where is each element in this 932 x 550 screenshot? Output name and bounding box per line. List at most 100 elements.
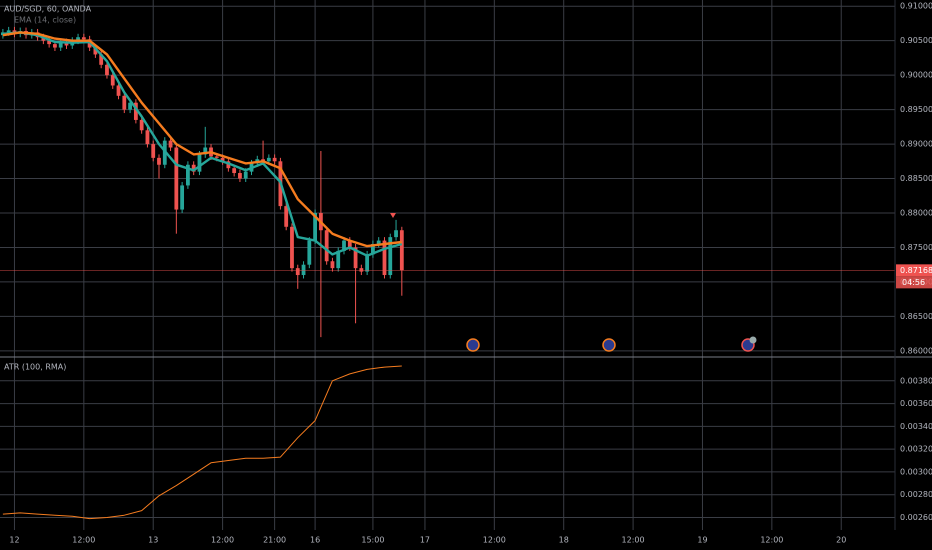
candle-body [81, 37, 86, 40]
y-tick-label: 0.90000 [900, 71, 932, 80]
candle-body [388, 237, 393, 276]
candle-body [53, 44, 57, 48]
candle-body [151, 144, 156, 158]
last-price-box [896, 264, 932, 277]
y-tick-label: 0.00320 [900, 445, 932, 454]
event-icons [466, 336, 757, 352]
candle-body [290, 226, 294, 269]
x-tick-label: 12 [9, 536, 19, 545]
indicator-line [2, 31, 402, 248]
y-tick-label: 0.91000 [900, 2, 932, 11]
candle-body [342, 240, 346, 251]
candle-body [382, 240, 387, 276]
x-tick-label: 21:00 [263, 536, 286, 545]
candle-body [376, 240, 381, 245]
candle-body [203, 147, 208, 155]
candle-body [330, 261, 335, 269]
x-tick-label: 12:00 [622, 536, 645, 545]
candle-body [58, 42, 63, 48]
candle-body [186, 164, 190, 186]
x-tick-label: 19 [697, 536, 707, 545]
candle-body [336, 250, 341, 269]
candle-body [139, 119, 144, 131]
x-tick-label: 12:00 [211, 536, 234, 545]
grid [0, 0, 895, 530]
y-tick-label: 0.00340 [900, 422, 932, 431]
candle-body [324, 230, 329, 262]
candle-body [93, 47, 98, 55]
x-tick-label: 13 [148, 536, 158, 545]
candle-body [347, 240, 352, 248]
event-icon[interactable] [602, 338, 616, 352]
candle-body [133, 102, 138, 120]
candle-body [371, 244, 375, 255]
candle-body [220, 157, 225, 162]
candle-body [272, 157, 277, 162]
candle-body [214, 156, 219, 158]
indicator-label: EMA (14, close) [14, 16, 76, 25]
y-tick-label: 0.89000 [900, 140, 932, 149]
candle-body [174, 147, 179, 210]
candle-body [145, 130, 150, 145]
countdown-label: 04:56 [902, 278, 925, 287]
candle-body [180, 185, 185, 210]
x-tick-label: 12:00 [483, 536, 506, 545]
y-tick-label: 0.00280 [900, 490, 932, 499]
x-tick-label: 20 [836, 536, 846, 545]
marks [0, 26, 895, 520]
candle-body [116, 85, 121, 96]
y-tick-label: 0.00380 [900, 376, 932, 385]
signal-marker [390, 213, 396, 218]
x-tick-label: 12:00 [72, 536, 95, 545]
y-tick-label: 0.88500 [900, 174, 932, 183]
candle-body [301, 264, 306, 276]
candle-body [110, 75, 115, 86]
candle-body [226, 161, 231, 169]
x-tick-label: 17 [420, 536, 430, 545]
y-tick-label: 0.86000 [900, 346, 932, 355]
candle-body [105, 64, 109, 76]
candle-body [47, 40, 52, 45]
y-tick-label: 0.00360 [900, 399, 932, 408]
candle-body [307, 240, 312, 265]
indicator-line [2, 31, 403, 257]
y-tick-label: 0.89500 [900, 105, 932, 114]
candle-body [232, 168, 237, 174]
candle-body [295, 268, 300, 276]
candle-body [99, 54, 104, 65]
candle-body [76, 37, 80, 41]
candle-body [0, 32, 5, 36]
candle-body [399, 230, 404, 271]
candle-body [6, 30, 11, 33]
candle-body [41, 37, 46, 41]
candle-body [128, 102, 132, 110]
y-tick-label: 0.00300 [900, 467, 932, 476]
candle-body [64, 42, 69, 46]
countdown-box [896, 276, 932, 289]
candle-body [266, 157, 271, 162]
x-tick-label: 18 [559, 536, 569, 545]
candle-body [365, 254, 370, 272]
candle-body [243, 171, 248, 179]
candle-body [157, 157, 161, 165]
x-tick-label: 16 [310, 536, 320, 545]
event-icon[interactable] [466, 338, 480, 352]
x-tick-label: 15:00 [361, 536, 384, 545]
candle-body [191, 164, 196, 172]
candle-body [122, 95, 127, 110]
candle-body [284, 206, 289, 227]
y-tick-label: 0.88000 [900, 209, 932, 218]
y-tick-label: 0.87500 [900, 243, 932, 252]
indicator-line [2, 365, 402, 520]
event-icon-badge [749, 336, 757, 344]
last-price-label: 0.87168 [900, 266, 932, 275]
y-tick-label: 0.90500 [900, 36, 932, 45]
chart-title: AUD/SGD, 60, OANDA [4, 5, 92, 14]
candle-body [238, 173, 242, 179]
candle-body [197, 154, 202, 172]
x-tick-label: 12:00 [760, 536, 783, 545]
indicator-title: ATR (100, RMA) [4, 363, 66, 372]
candle-body [313, 213, 318, 241]
